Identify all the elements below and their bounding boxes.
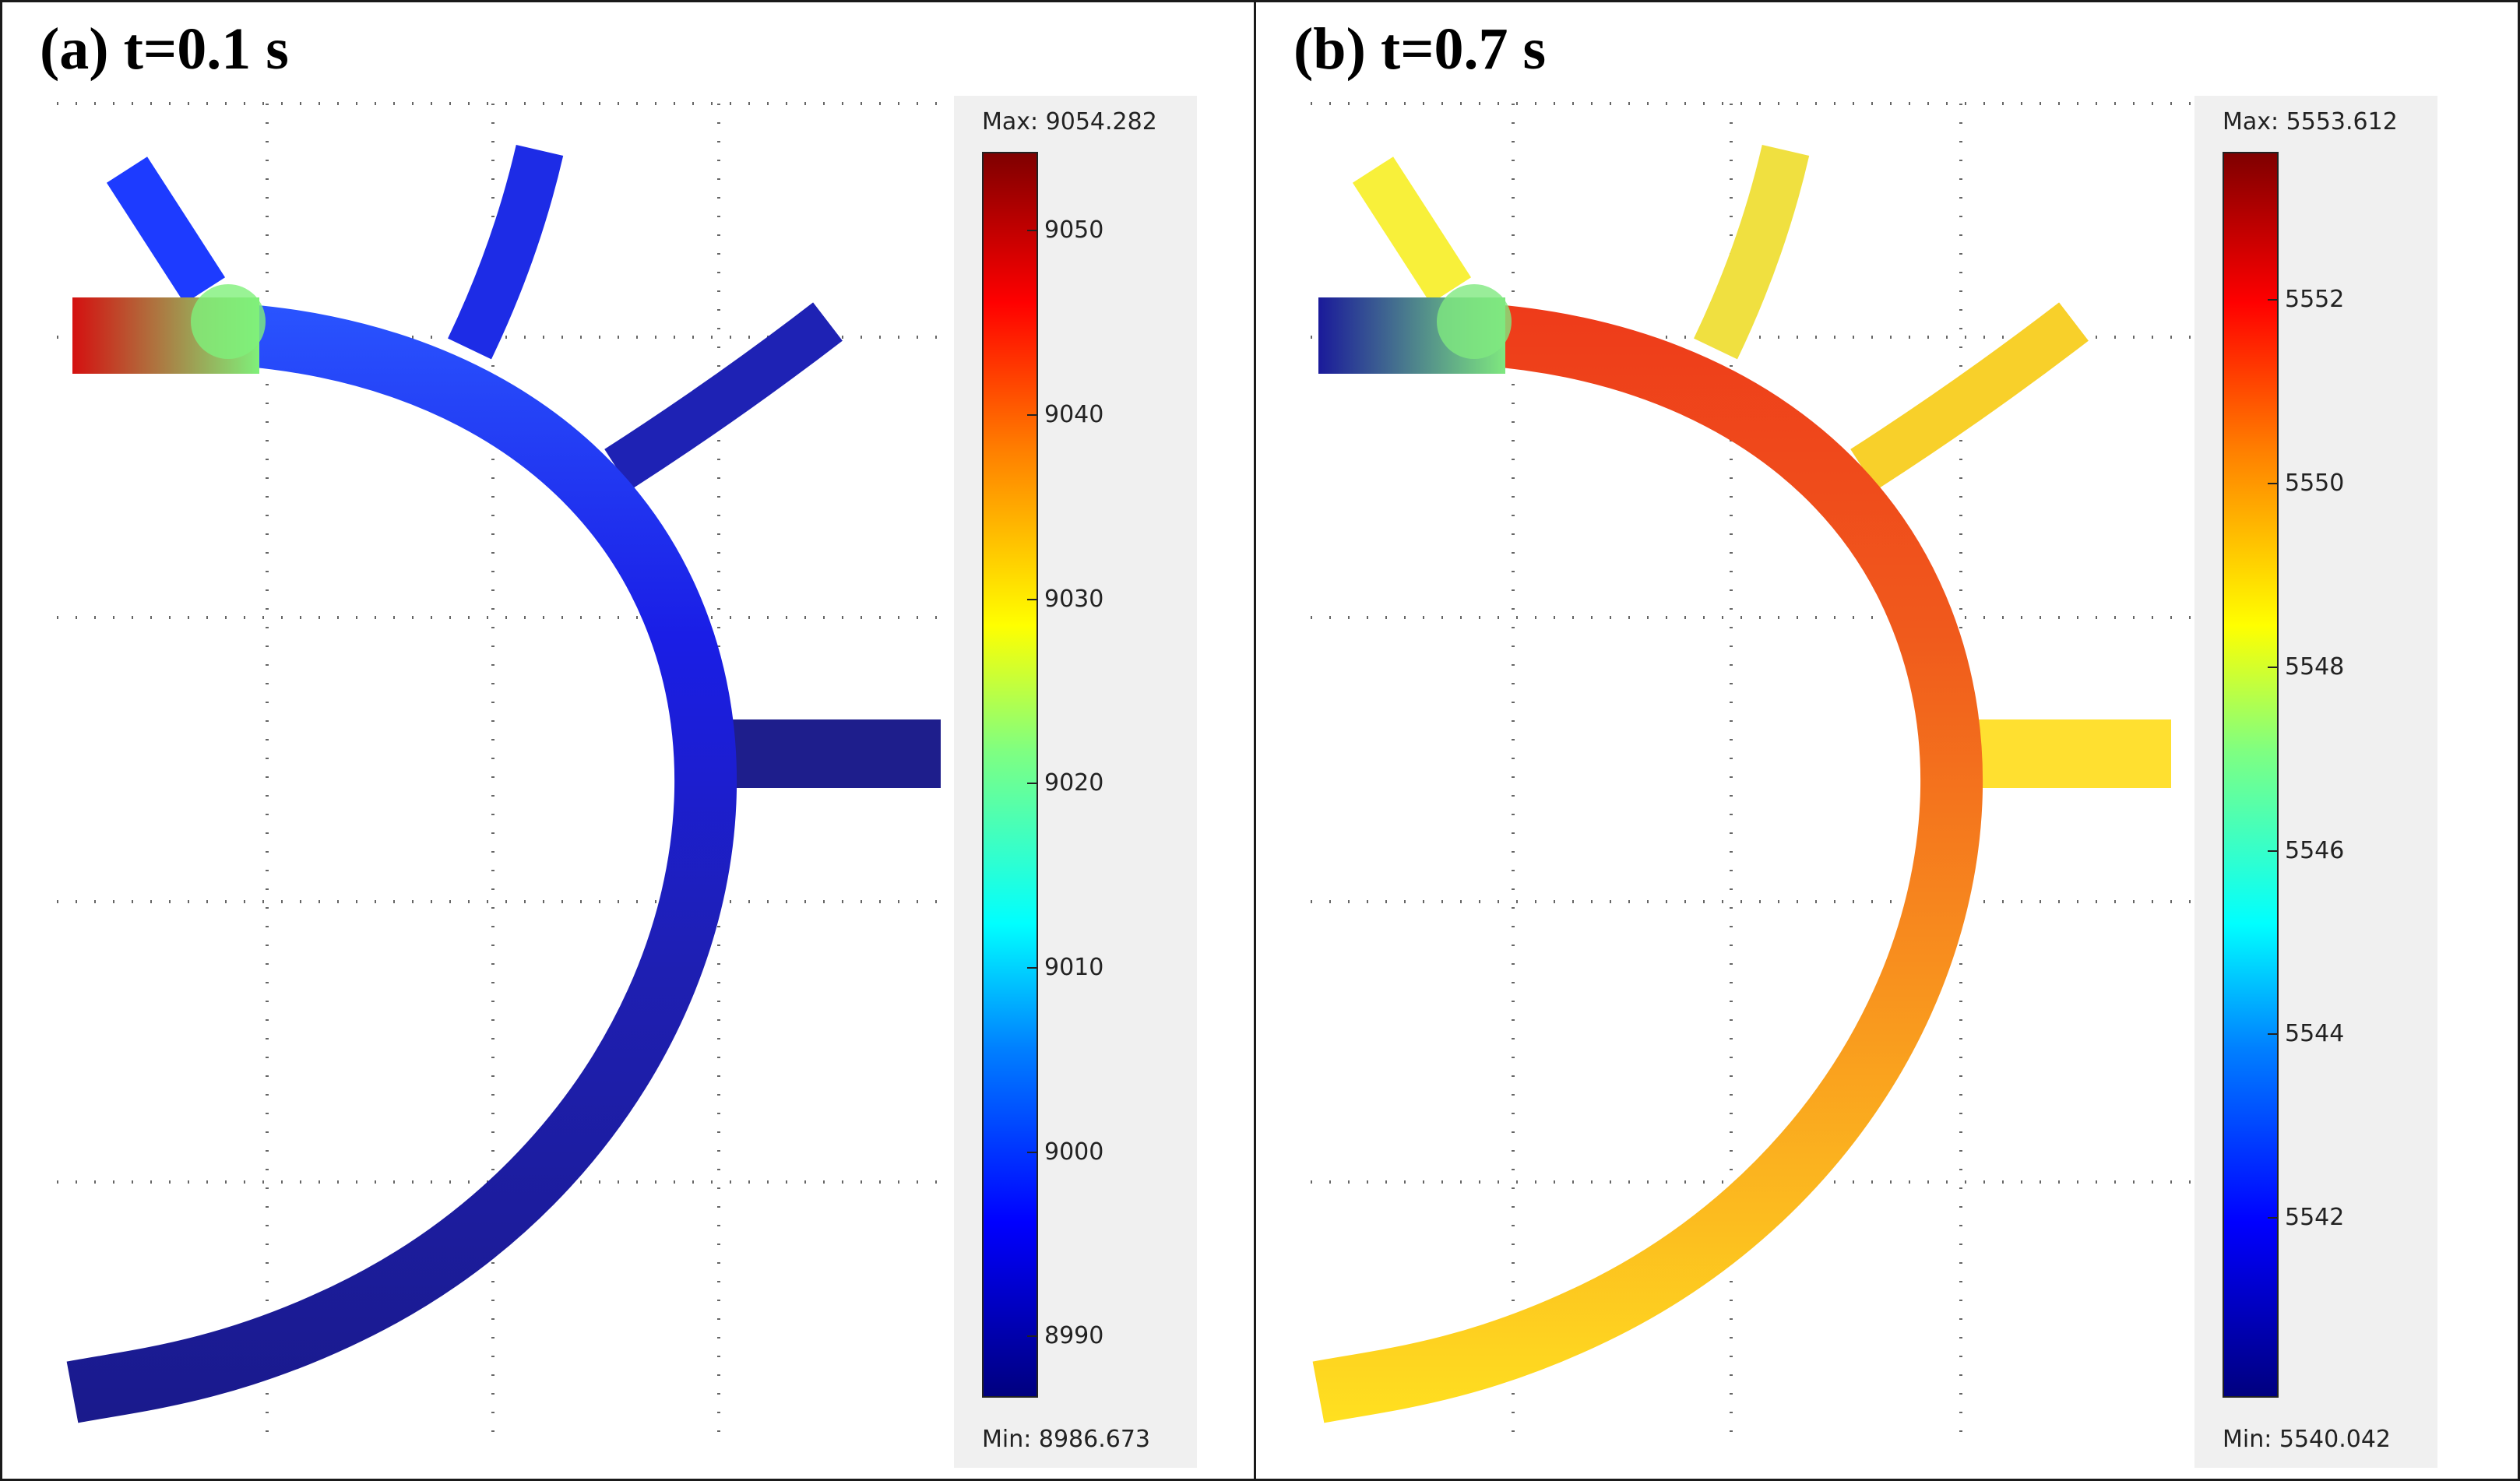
junction-hotspot	[1437, 284, 1512, 359]
branch-pipe-1	[106, 157, 226, 304]
colorbar-min-label: Min: 8986.673	[982, 1426, 1151, 1453]
colorbar-tick-label: 5542	[2285, 1204, 2345, 1232]
branch-pipe-2	[448, 145, 564, 360]
junction-hotspot	[191, 284, 266, 359]
colorbar-tick-label: 9050	[1044, 216, 1104, 244]
colorbar-tick-label: 9030	[1044, 585, 1104, 613]
branch-pipe-1	[1352, 157, 1472, 304]
colorbar-tick-mark	[1027, 1335, 1037, 1338]
colorbar-tick-label: 9010	[1044, 953, 1104, 981]
colorbar-max-label: Max: 9054.282	[982, 108, 1157, 135]
colorbar-panel: Max: 9054.282 9050 9040 9030 9020 9010 9000 89…	[954, 96, 1197, 1468]
panel-a: (a) t=0.1 s Max: 9054.282 9050 9040 9030 90…	[0, 0, 1256, 1481]
pipe-network	[66, 145, 941, 1423]
colorbar-gradient	[982, 152, 1038, 1398]
colorbar-tick-label: 9040	[1044, 400, 1104, 428]
colorbar-tick-label: 9000	[1044, 1138, 1104, 1166]
colorbar-tick-mark	[2268, 1217, 2277, 1219]
colorbar-tick-mark	[2268, 850, 2277, 852]
panel-b: (b) t=0.7 s Max: 5553.612 5552 5550 5548 55…	[1254, 0, 2520, 1481]
main-arc-pipe	[1312, 301, 1983, 1423]
colorbar-tick-label: 5550	[2285, 469, 2345, 497]
pipe-field-plot	[1311, 102, 2202, 1435]
pipe-field-plot	[57, 102, 952, 1435]
branch-pipe-2	[1694, 145, 1810, 360]
branch-pipe-3	[1850, 302, 2089, 491]
colorbar-gradient	[2223, 152, 2279, 1398]
panel-title: (a) t=0.1 s	[40, 16, 289, 82]
colorbar-min-label: Min: 5540.042	[2223, 1426, 2392, 1453]
colorbar-tick-label: 9020	[1044, 769, 1104, 797]
colorbar-tick-label: 5546	[2285, 836, 2345, 864]
colorbar-tick-mark	[2268, 299, 2277, 301]
colorbar-tick-mark	[1027, 598, 1037, 600]
colorbar-tick-mark	[1027, 413, 1037, 416]
colorbar-tick-label: 5548	[2285, 653, 2345, 681]
pipe-network	[1312, 145, 2171, 1423]
colorbar-tick-mark	[1027, 783, 1037, 785]
colorbar-tick-label: 5544	[2285, 1020, 2345, 1048]
main-arc-pipe	[66, 301, 737, 1423]
colorbar-tick-mark	[1027, 1151, 1037, 1153]
colorbar-max-label: Max: 5553.612	[2223, 108, 2398, 135]
branch-pipe-3	[604, 302, 843, 491]
colorbar-tick-mark	[2268, 1033, 2277, 1036]
colorbar-panel: Max: 5553.612 5552 5550 5548 5546 5544 5542 M…	[2194, 96, 2437, 1468]
colorbar-tick-mark	[1027, 230, 1037, 232]
colorbar-tick-mark	[1027, 966, 1037, 969]
colorbar-tick-mark	[2268, 666, 2277, 668]
panel-title: (b) t=0.7 s	[1293, 16, 1547, 82]
colorbar-tick-label: 5552	[2285, 286, 2345, 314]
colorbar-tick-label: 8990	[1044, 1322, 1104, 1350]
colorbar-tick-mark	[2268, 482, 2277, 484]
